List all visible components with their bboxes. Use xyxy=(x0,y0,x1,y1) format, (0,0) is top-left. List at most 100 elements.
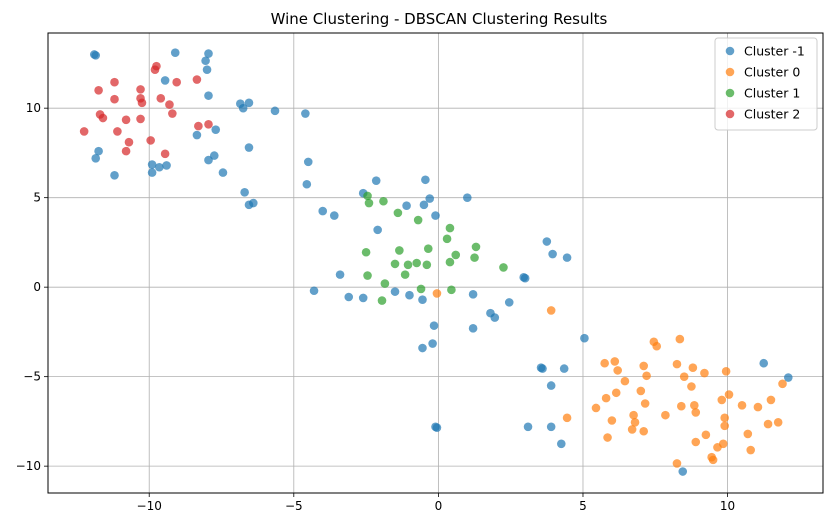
data-point xyxy=(418,343,427,353)
data-point xyxy=(468,290,478,299)
data-point xyxy=(390,287,400,296)
data-point xyxy=(172,77,181,87)
data-point xyxy=(442,234,452,244)
plot-area xyxy=(48,33,823,493)
data-point xyxy=(136,85,145,94)
data-point xyxy=(470,253,479,262)
data-point xyxy=(783,373,793,382)
data-point xyxy=(363,191,372,201)
data-point xyxy=(358,293,368,303)
data-point xyxy=(445,223,455,233)
data-point xyxy=(607,416,617,425)
data-point xyxy=(110,170,119,180)
data-point xyxy=(610,357,620,366)
data-point xyxy=(390,259,400,269)
data-point xyxy=(504,298,514,307)
legend-label: Cluster 0 xyxy=(744,65,800,80)
data-point xyxy=(627,425,637,434)
data-point xyxy=(211,125,221,134)
data-point xyxy=(611,388,621,398)
data-point xyxy=(688,363,698,373)
data-point xyxy=(121,146,131,156)
data-point xyxy=(416,284,426,294)
data-point xyxy=(520,273,530,283)
series-0 xyxy=(89,48,793,476)
data-point xyxy=(170,48,180,57)
data-point xyxy=(160,76,170,85)
data-point xyxy=(562,413,572,423)
data-point xyxy=(363,271,372,280)
data-point xyxy=(393,208,403,218)
x-tick-label: −10 xyxy=(137,499,162,513)
data-point xyxy=(700,368,709,378)
y-tick-label: −10 xyxy=(16,459,41,473)
data-point xyxy=(194,121,203,131)
legend-marker xyxy=(725,67,735,77)
data-point xyxy=(113,127,122,136)
data-point xyxy=(687,382,696,391)
data-point xyxy=(463,193,472,202)
data-point xyxy=(155,162,164,172)
data-point xyxy=(423,244,433,253)
data-point xyxy=(429,321,439,330)
data-point xyxy=(603,433,612,442)
data-point xyxy=(431,211,440,220)
data-point xyxy=(79,127,89,136)
data-point xyxy=(425,194,435,203)
data-point xyxy=(405,290,414,300)
data-point xyxy=(147,160,157,169)
x-tick-label: 5 xyxy=(579,499,587,513)
y-tick-label: 10 xyxy=(26,101,41,115)
data-point xyxy=(428,339,437,348)
series-3 xyxy=(79,61,213,159)
data-point xyxy=(718,439,728,449)
data-point xyxy=(204,91,213,100)
data-point xyxy=(335,270,345,279)
data-point xyxy=(636,386,646,396)
legend-marker xyxy=(725,109,735,119)
x-tick-label: 10 xyxy=(720,499,735,513)
data-point xyxy=(395,246,404,255)
data-point xyxy=(400,270,410,279)
data-point xyxy=(717,395,727,405)
data-point xyxy=(523,422,533,432)
data-point xyxy=(601,393,611,403)
data-point xyxy=(162,161,171,170)
data-point xyxy=(124,137,134,147)
data-point xyxy=(640,399,650,408)
data-point xyxy=(329,211,339,220)
data-point xyxy=(630,417,640,427)
data-point xyxy=(98,113,108,123)
data-point xyxy=(679,372,689,381)
data-point xyxy=(364,198,374,208)
y-tick-label: −5 xyxy=(23,370,41,384)
data-point xyxy=(451,250,461,260)
data-point xyxy=(746,445,756,455)
data-point xyxy=(691,437,701,447)
data-series xyxy=(79,48,793,476)
data-point xyxy=(432,423,442,432)
data-point xyxy=(499,263,508,272)
data-point xyxy=(562,253,572,262)
data-point xyxy=(759,358,769,368)
data-point xyxy=(447,285,456,295)
data-point xyxy=(580,333,589,343)
data-point xyxy=(91,51,101,60)
data-point xyxy=(110,94,119,104)
data-point xyxy=(690,400,699,410)
data-point xyxy=(773,417,783,427)
data-point xyxy=(192,75,202,84)
x-tick-label: 0 xyxy=(435,499,443,513)
data-point xyxy=(546,306,556,315)
data-point xyxy=(542,237,552,246)
legend-label: Cluster 1 xyxy=(744,86,800,101)
data-point xyxy=(270,106,280,116)
data-point xyxy=(708,455,718,465)
data-point xyxy=(613,366,622,375)
data-point xyxy=(192,130,202,140)
data-point xyxy=(620,376,630,386)
data-point xyxy=(94,85,103,95)
legend: Cluster -1 Cluster 0 Cluster 1 Cluster 2 xyxy=(714,37,818,131)
data-point xyxy=(240,187,249,197)
data-point xyxy=(639,361,649,371)
